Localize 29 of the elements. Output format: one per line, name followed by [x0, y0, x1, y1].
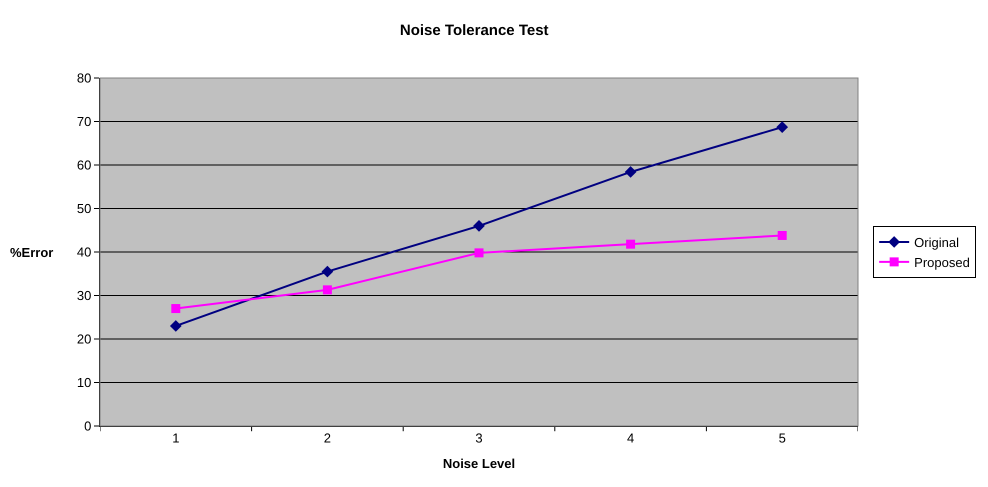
legend-label: Proposed [914, 254, 970, 270]
y-tick-label: 10 [76, 375, 92, 390]
y-tick-label: 20 [76, 332, 92, 347]
point [474, 248, 484, 258]
point [778, 230, 787, 240]
y-tick-label: 30 [76, 288, 92, 304]
x-tick-label: 5 [778, 430, 786, 446]
point [473, 220, 485, 232]
y-tick-label: 70 [76, 114, 92, 130]
y-tick-label: 60 [76, 158, 92, 173]
point [171, 304, 180, 314]
x-tick-label: 3 [475, 430, 483, 446]
x-tick-label: 2 [324, 430, 332, 446]
y-tick-label: 0 [84, 418, 92, 434]
point [624, 166, 636, 178]
chart-title: Noise Tolerance Test [400, 22, 549, 39]
point [776, 121, 788, 134]
legend-label: Original [914, 235, 960, 250]
point [322, 285, 332, 294]
y-tick-label: 50 [76, 201, 92, 216]
point [626, 240, 636, 249]
y-tick-label: 40 [76, 244, 92, 260]
x-tick-label: 4 [626, 430, 634, 446]
point [170, 320, 182, 332]
y-axis-title: %Error [10, 245, 54, 260]
x-axis-title: Noise Level [442, 456, 516, 472]
x-tick-label: 1 [172, 430, 180, 446]
point [322, 266, 334, 278]
y-tick-label: 80 [76, 70, 92, 86]
